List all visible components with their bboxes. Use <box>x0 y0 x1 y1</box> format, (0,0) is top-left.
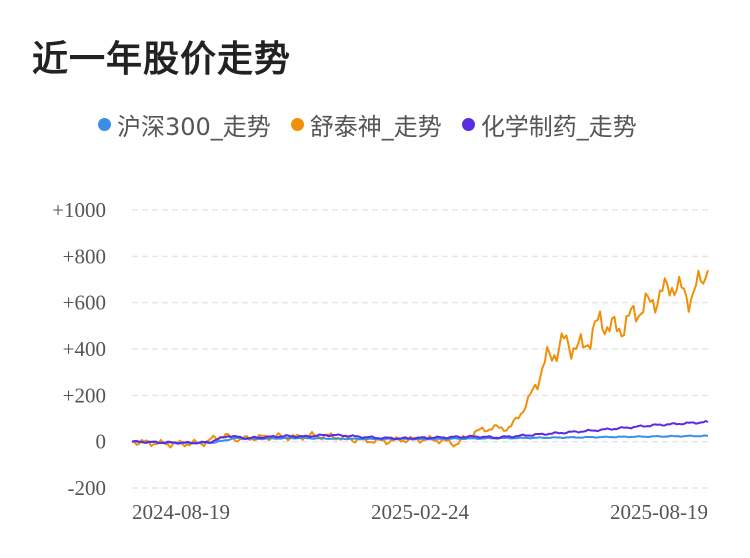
legend-dot-chemical-pharma <box>461 117 475 131</box>
chart-legend: 沪深300_走势 舒泰神_走势 化学制药_走势 <box>98 107 657 142</box>
x-tick-label: 2024-08-19 <box>132 500 230 524</box>
series-line-csi300 <box>131 434 709 445</box>
legend-label-csi300: 沪深300_走势 <box>117 112 271 141</box>
chart-title: 近一年股价走势 <box>32 39 292 80</box>
y-tick-label: +800 <box>63 244 106 268</box>
y-tick-label: +400 <box>63 337 106 361</box>
legend-item-chemical-pharma[interactable]: 化学制药_走势 <box>461 107 637 142</box>
y-tick-label: 0 <box>96 430 107 454</box>
y-tick-label: +200 <box>63 383 106 407</box>
legend-dot-shutaishen <box>290 117 304 131</box>
y-tick-label: +1000 <box>52 198 106 222</box>
y-tick-label: -200 <box>68 476 107 500</box>
legend-dot-csi300 <box>98 117 111 131</box>
legend-label-chemical-pharma: 化学制药_走势 <box>480 112 637 141</box>
x-tick-label: 2025-02-24 <box>371 500 469 524</box>
legend-item-csi300[interactable]: 沪深300_走势 <box>98 107 271 142</box>
y-tick-label: +600 <box>63 291 106 315</box>
legend-label-shutaishen: 舒泰神_走势 <box>309 112 442 141</box>
series-line-chemical-pharma <box>131 420 709 445</box>
legend-item-shutaishen[interactable]: 舒泰神_走势 <box>290 107 442 142</box>
series-line-shutaishen <box>131 269 709 449</box>
x-tick-label: 2025-08-19 <box>610 500 708 524</box>
